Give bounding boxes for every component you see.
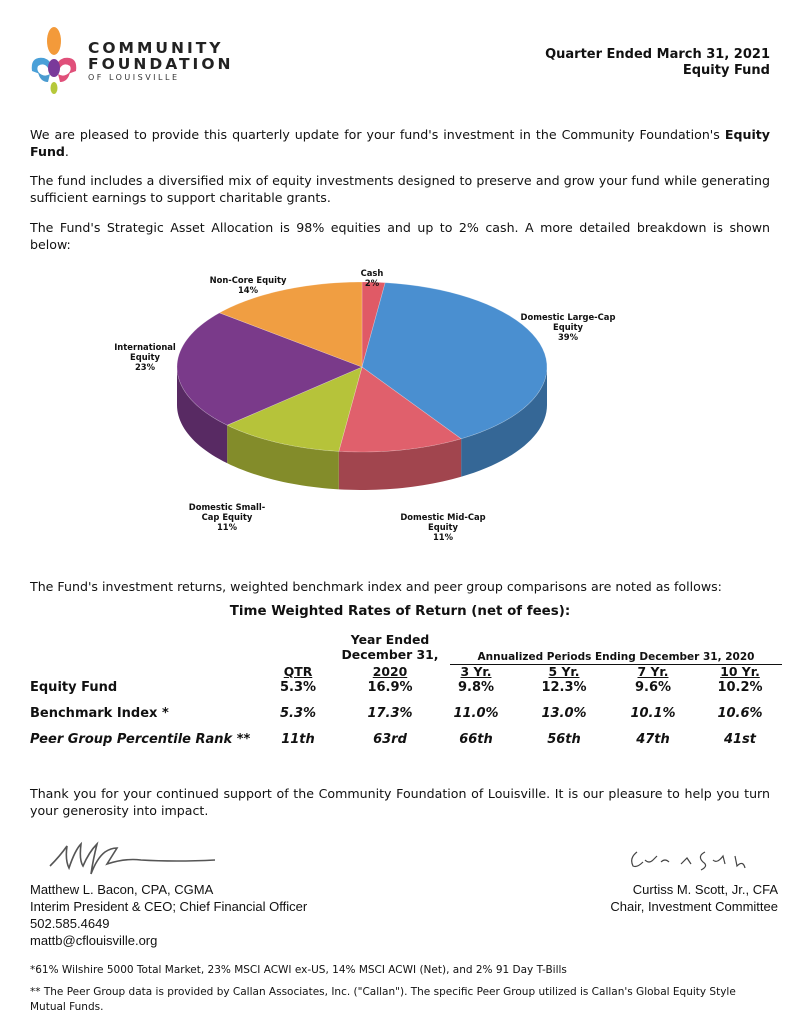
signature-left <box>49 841 216 875</box>
pie-slice-side <box>338 438 462 490</box>
asset-allocation-pie-chart <box>176 281 548 490</box>
returns-intro: The Fund's investment returns, weighted … <box>30 579 722 594</box>
signer-left-title: Interim President & CEO; Chief Financial… <box>30 899 308 914</box>
logo-line-3: OF LOUISVILLE <box>88 73 180 82</box>
pie-slice-cash <box>361 281 386 368</box>
pie-slice-domestic-mid-cap-equity <box>338 366 462 453</box>
fund-name-bold: Equity Fund <box>30 127 770 159</box>
pie-label-name: Domestic Mid-Cap Equity <box>400 512 486 532</box>
quarter-title: Quarter Ended March 31, 2021 <box>545 47 770 62</box>
pie-slice-side <box>177 367 228 464</box>
fund-title: Equity Fund <box>682 63 770 78</box>
intro-paragraph-1: We are pleased to provide this quarterly… <box>30 126 770 160</box>
table-cell: 9.8% <box>457 680 495 695</box>
signer-left-email[interactable]: mattb@cflouisville.org <box>30 933 158 948</box>
column-header: 10 Yr. <box>720 664 760 679</box>
footnote-benchmark: *61% Wilshire 5000 Total Market, 23% MSC… <box>30 964 567 976</box>
pie-label-pct: 23% <box>134 362 156 372</box>
table-cell: 16.9% <box>367 680 413 695</box>
intro-paragraph-3: The Fund's Strategic Asset Allocation is… <box>30 220 770 252</box>
returns-table-title: Time Weighted Rates of Return (net of fe… <box>229 604 571 619</box>
table-cell: 12.3% <box>541 680 587 695</box>
signer-left-phone: 502.585.4649 <box>30 916 110 931</box>
column-header: 5 Yr. <box>548 664 580 679</box>
pie-label-mid-cap: Domestic Mid-Cap Equity 11% <box>398 512 488 542</box>
pie-slice-non-core-equity <box>218 281 363 368</box>
row-label: Benchmark Index * <box>30 706 169 721</box>
table-cell: 10.2% <box>717 680 763 695</box>
signer-right-block: Curtiss M. Scott, Jr., CFA Chair, Invest… <box>610 881 778 915</box>
row-label: Peer Group Percentile Rank ** <box>30 732 251 747</box>
intro-end: . <box>64 144 69 159</box>
table-cell: 5.3% <box>279 680 317 695</box>
pie-label-pct: 2% <box>364 278 380 288</box>
pie-label-name: Domestic Small-Cap Equity <box>188 502 266 522</box>
column-header: 2020 <box>372 664 408 679</box>
pie-label-name: Non-Core Equity <box>209 275 287 285</box>
pie-slice-domestic-small-cap-equity <box>226 366 363 452</box>
fleur-de-lis-logo-icon <box>31 27 77 94</box>
pie-slice-domestic-large-cap-equity <box>361 282 548 440</box>
pie-slice-international-equity <box>176 312 363 426</box>
pie-label-pct: 11% <box>432 532 454 542</box>
table-cell: 47th <box>636 732 670 747</box>
signer-right-name: Curtiss M. Scott, Jr., CFA <box>632 882 778 897</box>
pie-label-small-cap: Domestic Small-Cap Equity 11% <box>180 502 274 532</box>
table-cell: 56th <box>547 732 581 747</box>
pie-label-name: International Equity <box>114 342 176 362</box>
pie-label-name: Cash <box>360 268 384 278</box>
table-cell: 9.6% <box>634 680 672 695</box>
pie-label-non-core: Non-Core Equity 14% <box>208 275 288 295</box>
table-cell: 63rd <box>373 732 407 747</box>
table-cell: 66th <box>459 732 493 747</box>
row-label: Equity Fund <box>30 680 118 695</box>
pie-label-name: Domestic Large-Cap Equity <box>520 312 616 332</box>
pie-label-large-cap: Domestic Large-Cap Equity 39% <box>520 312 616 342</box>
pie-slice-side <box>227 425 339 490</box>
column-header: 7 Yr. <box>637 664 669 679</box>
pie-label-pct: 11% <box>216 522 238 532</box>
logo-wordmark: COMMUNITY FOUNDATION OF LOUISVILLE <box>88 40 233 83</box>
table-cell: 10.1% <box>630 706 676 721</box>
pie-slice-side <box>461 367 547 477</box>
table-cell: 11th <box>281 732 315 747</box>
signer-left-block: Matthew L. Bacon, CPA, CGMA Interim Pres… <box>30 881 307 949</box>
pie-label-pct: 39% <box>557 332 579 342</box>
year-ended-header: Year Ended December 31, <box>335 632 445 662</box>
signer-left-name: Matthew L. Bacon, CPA, CGMA <box>30 882 214 897</box>
column-header: 3 Yr. <box>460 664 492 679</box>
footnote-peer-group: ** The Peer Group data is provided by Ca… <box>30 986 736 1013</box>
table-cell: 13.0% <box>541 706 587 721</box>
intro-text: We are pleased to provide this quarterly… <box>30 127 725 142</box>
closing-paragraph: Thank you for your continued support of … <box>30 786 770 818</box>
pie-label-cash: Cash 2% <box>352 268 392 288</box>
column-header: QTR <box>283 664 313 679</box>
pie-label-international: International Equity 23% <box>106 342 184 372</box>
year-ended-label: Year Ended <box>350 632 430 647</box>
table-cell: 5.3% <box>279 706 317 721</box>
table-cell: 41st <box>723 732 757 747</box>
logo-line-1: COMMUNITY <box>88 39 224 57</box>
table-cell: 17.3% <box>367 706 413 721</box>
table-cell: 10.6% <box>717 706 763 721</box>
signer-right-title: Chair, Investment Committee <box>610 899 778 914</box>
intro-paragraph-2: The fund includes a diversified mix of e… <box>30 173 770 205</box>
pie-label-pct: 14% <box>237 285 259 295</box>
report-header: Quarter Ended March 31, 2021 Equity Fund <box>545 47 770 79</box>
table-cell: 11.0% <box>453 706 499 721</box>
logo-line-2: FOUNDATION <box>88 55 234 73</box>
annualized-periods-header: Annualized Periods Ending December 31, 2… <box>450 650 782 665</box>
dec31-label: December 31, <box>341 647 439 662</box>
signature-right <box>631 851 746 871</box>
